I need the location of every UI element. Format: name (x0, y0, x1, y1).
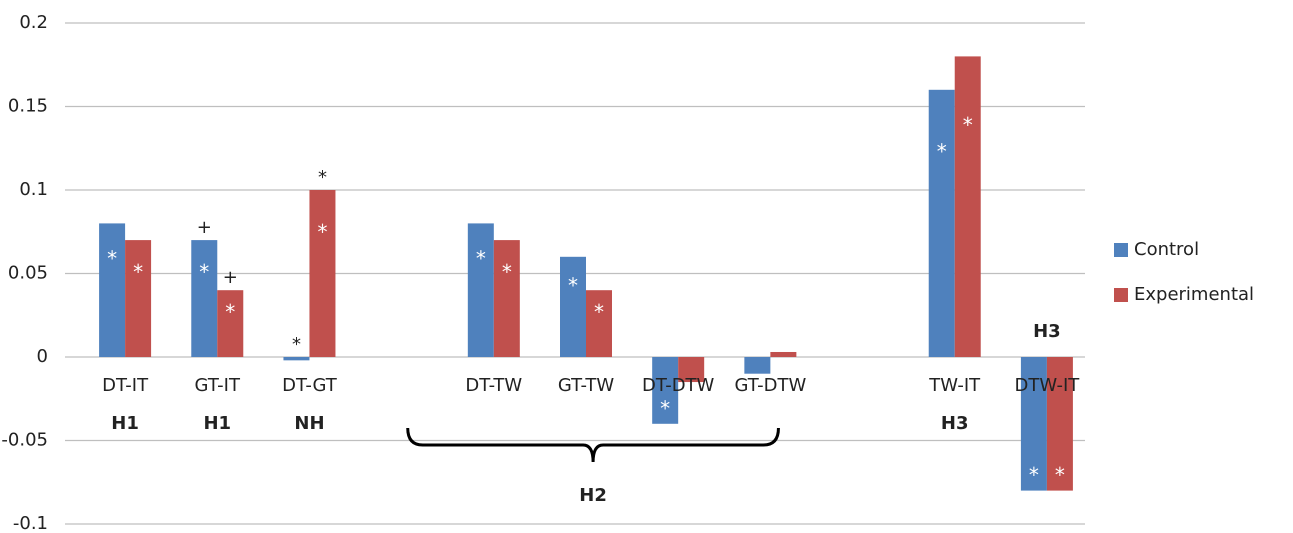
hypothesis-label: H2 (579, 485, 607, 506)
bar (1046, 357, 1073, 491)
x-tick-label: GT-TW (558, 375, 614, 396)
significance-marker: * (660, 396, 670, 420)
significance-marker: * (502, 260, 512, 284)
legend-swatch (1114, 243, 1128, 257)
x-tick-label: DTW-IT (1015, 375, 1081, 396)
bar (283, 357, 310, 361)
bar (560, 256, 586, 357)
significance-marker: * (107, 247, 117, 271)
hypothesis-label: H3 (941, 413, 969, 434)
x-tick-label: GT-DTW (734, 375, 806, 396)
significance-marker: * (594, 300, 604, 324)
bar (954, 56, 981, 358)
y-tick-label: 0.05 (8, 263, 48, 284)
significance-marker: * (1055, 463, 1065, 487)
bar (309, 190, 336, 357)
hypothesis-label: H1 (111, 413, 139, 434)
y-tick-label: 0.15 (8, 96, 48, 117)
bar (652, 357, 679, 424)
bar (744, 357, 771, 374)
bar (678, 357, 705, 383)
x-tick-label: TW-IT (928, 375, 981, 396)
bracket (406, 427, 780, 463)
hypothesis-label: H3 (1033, 321, 1061, 342)
y-tick-label: 0 (37, 346, 48, 367)
x-tick-label: DT-TW (465, 375, 522, 396)
hypothesis-label: H1 (203, 413, 231, 434)
bar (217, 290, 244, 357)
y-tick-label: 0.2 (19, 12, 48, 33)
significance-marker: * (963, 113, 973, 137)
legend-label: Control (1134, 239, 1199, 260)
significance-marker: * (133, 260, 143, 284)
bar (928, 89, 955, 358)
bar (99, 223, 126, 357)
hypothesis-label: NH (294, 413, 324, 434)
top-marker: * (292, 334, 301, 355)
legend-label: Experimental (1134, 284, 1254, 305)
significance-marker: * (199, 260, 209, 284)
significance-marker: * (476, 247, 486, 271)
top-marker: + (223, 267, 238, 288)
significance-marker: * (937, 140, 947, 164)
y-tick-label: -0.1 (13, 513, 48, 533)
bar (493, 240, 520, 357)
legend-swatch (1114, 288, 1128, 302)
significance-marker: * (317, 220, 327, 244)
top-marker: + (197, 217, 212, 238)
x-tick-label: GT-IT (195, 375, 241, 396)
bar (1020, 357, 1047, 491)
bar (125, 240, 152, 357)
x-tick-label: DT-DTW (642, 375, 715, 396)
y-tick-label: 0.1 (19, 179, 48, 200)
bar (586, 290, 612, 357)
y-tick-label: -0.05 (1, 430, 48, 451)
top-marker: * (318, 167, 327, 188)
x-tick-label: DT-GT (282, 375, 338, 396)
x-tick-label: DT-IT (102, 375, 149, 396)
bar (467, 223, 494, 357)
significance-marker: * (1029, 463, 1039, 487)
bar (191, 240, 218, 357)
significance-marker: * (225, 300, 235, 324)
bar (770, 351, 797, 357)
significance-marker: * (568, 273, 578, 297)
